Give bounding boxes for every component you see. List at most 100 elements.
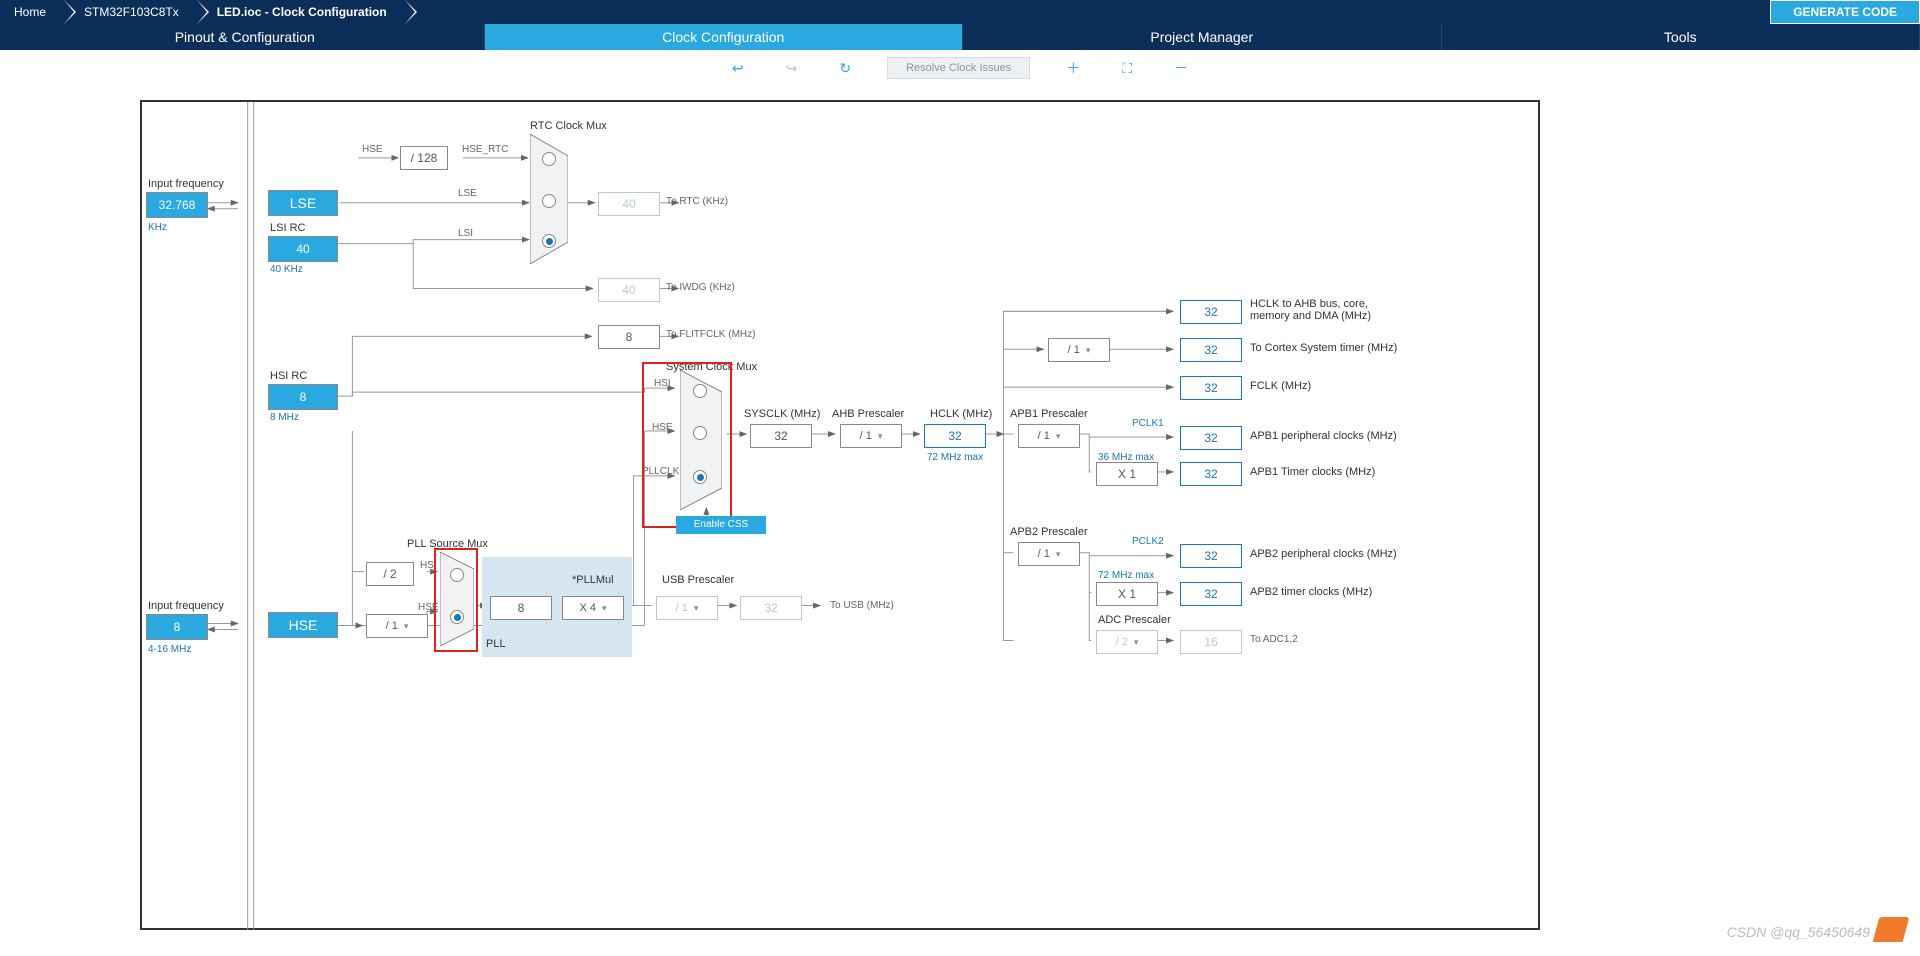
lbl-pllmul: *PLLMul xyxy=(572,574,614,586)
lbl-pll-hsi: HSI xyxy=(420,560,437,571)
lbl-usb-pre: USB Prescaler xyxy=(662,574,734,586)
rtc-out: 40 xyxy=(598,192,660,216)
lbl-to-iwdg: To IWDG (KHz) xyxy=(666,282,735,293)
zoom-in-icon[interactable]: ＋ xyxy=(1060,54,1086,82)
reset-icon[interactable]: ↻ xyxy=(833,56,857,81)
lbl-apb2-per: APB2 peripheral clocks (MHz) xyxy=(1250,548,1397,560)
usb-out: 32 xyxy=(740,596,802,620)
lbl-apb1-per: APB1 peripheral clocks (MHz) xyxy=(1250,430,1397,442)
ahb-pre-select[interactable]: / 1▾ xyxy=(840,424,902,448)
lbl-cortex: To Cortex System timer (MHz) xyxy=(1250,342,1397,354)
lbl-apb1-tim: APB1 Timer clocks (MHz) xyxy=(1250,466,1375,478)
hsi-value: 8 xyxy=(268,384,338,410)
undo-icon[interactable]: ↩ xyxy=(726,56,750,81)
apb1-pre-select[interactable]: / 1▾ xyxy=(1018,424,1080,448)
lbl-pclk2-max: 72 MHz max xyxy=(1098,570,1154,581)
rtc-mux[interactable] xyxy=(530,134,568,264)
lbl-input-freq-1: Input frequency xyxy=(148,178,224,190)
tab-tools[interactable]: Tools xyxy=(1442,24,1920,50)
crumb-chip[interactable]: STM32F103C8Tx xyxy=(64,0,197,24)
lbl-apb1-pre: APB1 Prescaler xyxy=(1010,408,1088,420)
system-clock-mux[interactable] xyxy=(680,370,722,510)
zoom-out-icon[interactable]: － xyxy=(1168,54,1194,82)
hse-input[interactable]: 8 xyxy=(146,614,208,640)
out-adc: 16 xyxy=(1180,630,1242,654)
lbl-input-freq-2: Input frequency xyxy=(148,600,224,612)
lsi-value: 40 xyxy=(268,236,338,262)
crumb-home[interactable]: Home xyxy=(0,0,64,24)
clock-diagram: Input frequency 32.768 KHz LSE LSI RC 40… xyxy=(140,100,1540,930)
out-apb2-tim: 32 xyxy=(1180,582,1242,606)
lbl-hsi-note: 8 MHz xyxy=(270,412,299,423)
lbl-lsi-note: 40 KHz xyxy=(270,264,303,275)
generate-code-button[interactable]: GENERATE CODE xyxy=(1770,0,1920,24)
lbl-to-adc: To ADC1,2 xyxy=(1250,634,1298,645)
lbl-fclk: FCLK (MHz) xyxy=(1250,380,1311,392)
lbl-pll: PLL xyxy=(486,638,506,650)
lbl-to-rtc: To RTC (KHz) xyxy=(666,196,728,207)
lbl-sys-hse: HSE xyxy=(652,422,673,433)
out-cortex: 32 xyxy=(1180,338,1242,362)
usb-pre-select: / 1▾ xyxy=(656,596,718,620)
lbl-apb2-pre: APB2 Prescaler xyxy=(1010,526,1088,538)
lbl-pll-hse: HSE xyxy=(418,602,439,613)
enable-css-button[interactable]: Enable CSS xyxy=(676,516,766,534)
crumb-file[interactable]: LED.ioc - Clock Configuration xyxy=(197,0,405,24)
out-hclk-bus: 32 xyxy=(1180,300,1242,324)
fit-icon[interactable]: ⛶ xyxy=(1116,56,1138,81)
adc-pre-select: / 2▾ xyxy=(1096,630,1158,654)
hse-prediv[interactable]: / 1▾ xyxy=(366,614,428,638)
lbl-khz: KHz xyxy=(148,222,167,233)
pll-div2: / 2 xyxy=(366,562,414,586)
apb2-mult: X 1 xyxy=(1096,582,1158,606)
lbl-apb2-tim: APB2 timer clocks (MHz) xyxy=(1250,586,1372,598)
out-apb2-per: 32 xyxy=(1180,544,1242,568)
cortex-div[interactable]: / 1▾ xyxy=(1048,338,1110,362)
tab-pinout[interactable]: Pinout & Configuration xyxy=(6,24,485,50)
lbl-pclk2: PCLK2 xyxy=(1132,536,1164,547)
lbl-sys-pll: PLLCLK xyxy=(642,466,679,477)
lbl-hclk: HCLK (MHz) xyxy=(930,408,992,420)
lbl-lse-line: LSE xyxy=(458,188,477,199)
lbl-hsi-rc: HSI RC xyxy=(270,370,307,382)
watermark: CSDN @qq_56450649 xyxy=(1727,924,1870,940)
lbl-sys-hsi: HSI xyxy=(654,378,671,389)
tab-project[interactable]: Project Manager xyxy=(963,24,1442,50)
flitf-out: 8 xyxy=(598,325,660,349)
lbl-hclk-max: 72 MHz max xyxy=(927,452,983,463)
out-apb1-per: 32 xyxy=(1180,426,1242,450)
lbl-hse-rtc: HSE_RTC xyxy=(462,144,509,155)
apb2-pre-select[interactable]: / 1▾ xyxy=(1018,542,1080,566)
div128-box: / 128 xyxy=(400,146,448,170)
lbl-pll-src: PLL Source Mux xyxy=(407,538,488,550)
lbl-to-flitf: To FLITFCLK (MHz) xyxy=(666,329,755,340)
redo-icon: ↪ xyxy=(780,56,804,81)
iwdg-out: 40 xyxy=(598,278,660,302)
out-fclk: 32 xyxy=(1180,376,1242,400)
lbl-to-usb: To USB (MHz) xyxy=(830,600,894,611)
pll-source-mux[interactable] xyxy=(440,552,474,646)
pllmul-select[interactable]: X 4▾ xyxy=(562,596,624,620)
lbl-hse-range: 4-16 MHz xyxy=(148,644,191,655)
breadcrumb-bar: Home STM32F103C8Tx LED.ioc - Clock Confi… xyxy=(0,0,1920,24)
lse-osc: LSE xyxy=(268,190,338,216)
lbl-hclk-bus: HCLK to AHB bus, core, memory and DMA (M… xyxy=(1250,298,1410,322)
hse-osc: HSE xyxy=(268,612,338,638)
lbl-lsi-rc: LSI RC xyxy=(270,222,305,234)
lbl-pclk1: PCLK1 xyxy=(1132,418,1164,429)
out-apb1-tim: 32 xyxy=(1180,462,1242,486)
apb1-mult: X 1 xyxy=(1096,462,1158,486)
lbl-lsi-line: LSI xyxy=(458,228,473,239)
pll-out: 8 xyxy=(490,596,552,620)
lbl-adc-pre: ADC Prescaler xyxy=(1098,614,1171,626)
resolve-issues-button: Resolve Clock Issues xyxy=(887,57,1030,79)
sysclk-value: 32 xyxy=(750,424,812,448)
lbl-sysclk: SYSCLK (MHz) xyxy=(744,408,820,420)
lbl-rtc-mux: RTC Clock Mux xyxy=(530,120,607,132)
lbl-hse-top: HSE xyxy=(362,144,383,155)
hclk-value[interactable]: 32 xyxy=(924,424,986,448)
tab-clock[interactable]: Clock Configuration xyxy=(485,24,964,50)
lbl-ahb-pre: AHB Prescaler xyxy=(832,408,904,420)
toolbar: ↩ ↪ ↻ Resolve Clock Issues ＋ ⛶ － xyxy=(0,50,1920,86)
lse-input[interactable]: 32.768 xyxy=(146,192,208,218)
